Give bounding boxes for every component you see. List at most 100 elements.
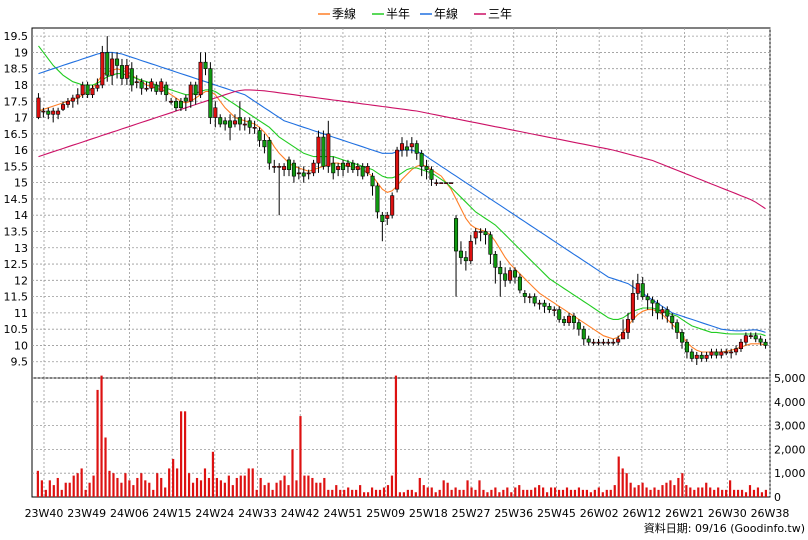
candle-body: [709, 351, 714, 356]
candle-body: [409, 143, 414, 148]
candle-body: [680, 332, 685, 343]
candlestick: [586, 335, 591, 346]
candlestick: [522, 290, 527, 304]
volume-bar: [60, 489, 63, 497]
x-tick-label: 24W33: [238, 507, 277, 520]
candle-body: [336, 166, 341, 170]
volume-bar: [502, 489, 505, 497]
candlestick: [134, 75, 139, 89]
candle-body: [763, 341, 768, 346]
candlestick: [336, 163, 341, 177]
volume-bar: [693, 489, 696, 497]
volume-bar: [669, 480, 672, 497]
volume-bar: [454, 487, 457, 497]
candlestick: [149, 78, 154, 92]
price-tick-label: 16: [14, 144, 28, 157]
volume-bar: [474, 489, 477, 497]
volume-bar: [657, 489, 660, 497]
volume-bar: [255, 489, 258, 497]
candlestick: [719, 348, 724, 359]
volume-bar: [215, 477, 219, 497]
candlestick: [478, 228, 483, 242]
volume-bar: [108, 470, 111, 497]
candle-body: [360, 166, 365, 177]
x-tick-label: 25W36: [494, 507, 533, 520]
x-tick-label: 25W09: [366, 507, 405, 520]
volume-bar: [665, 482, 668, 497]
candlestick: [124, 58, 129, 85]
candlestick: [414, 140, 419, 160]
volume-bar: [211, 451, 215, 497]
volume-bar: [40, 480, 43, 497]
volume-bar: [701, 487, 704, 497]
candle-body: [473, 231, 478, 239]
price-tick-label: 14.5: [4, 193, 29, 206]
price-tick-label: 15: [14, 177, 28, 190]
candle-body: [95, 84, 100, 89]
candle-body: [498, 267, 503, 275]
candlestick: [355, 163, 360, 177]
x-tick-label: 23W49: [67, 507, 106, 520]
candle-body: [743, 335, 748, 343]
candlestick: [429, 166, 434, 186]
x-tick-label: 26W21: [665, 507, 704, 520]
volume-bar: [199, 480, 203, 497]
x-tick-label: 25W18: [409, 507, 448, 520]
candlestick: [650, 296, 655, 317]
candlestick: [454, 215, 459, 297]
candlestick: [399, 137, 405, 157]
candle-body: [719, 351, 724, 356]
volume-bar: [315, 482, 318, 497]
candle-body: [660, 309, 665, 314]
candle-body: [365, 166, 370, 174]
volume-bar: [120, 482, 123, 497]
candle-body: [237, 117, 242, 125]
candlestick: [699, 351, 704, 362]
candle-body: [56, 110, 61, 115]
candlestick: [665, 306, 670, 323]
chart-legend: 季線 半年 年線 三年: [318, 6, 512, 21]
candle-body: [454, 218, 459, 252]
candle-body: [61, 104, 66, 110]
candle-body: [262, 140, 267, 148]
volume-bar: [295, 480, 298, 497]
volume-bar: [538, 485, 541, 497]
candlestick: [56, 107, 61, 120]
candlestick: [232, 114, 237, 128]
volume-tick-label: 1,000: [774, 467, 806, 480]
candlestick: [463, 251, 468, 271]
candlestick: [228, 114, 233, 141]
candlestick: [173, 98, 179, 112]
candle-body: [616, 338, 621, 343]
volume-bar: [366, 492, 370, 497]
volume-bar: [48, 480, 51, 497]
volume-bar: [510, 492, 513, 497]
volume-bar: [629, 482, 632, 497]
volume-bar: [259, 477, 262, 497]
volume-bar: [725, 489, 728, 497]
candle-body: [611, 341, 616, 344]
volume-bar: [605, 489, 608, 497]
x-tick-label: 25W27: [452, 507, 491, 520]
volume-bar: [414, 492, 417, 497]
volume-bar: [64, 482, 67, 497]
candle-body: [675, 322, 680, 333]
candle-body: [753, 335, 758, 340]
footer-note: 資料日期: 09/16 (Goodinfo.tw): [644, 521, 805, 535]
candlestick: [169, 98, 174, 105]
candle-body: [90, 87, 95, 96]
candlestick: [498, 260, 503, 297]
volume-bar: [235, 477, 238, 497]
volume-bar: [275, 482, 278, 497]
candle-body: [242, 123, 247, 126]
volume-bar: [319, 482, 322, 497]
volume-bar: [760, 492, 764, 497]
volume-bar: [673, 485, 676, 497]
price-tick-label: 9.5: [11, 356, 29, 369]
volume-bar: [100, 375, 103, 497]
candle-body: [316, 136, 321, 164]
volume-bar: [705, 482, 708, 497]
volume-tick-label: 2,000: [774, 443, 806, 456]
candle-body: [188, 84, 193, 102]
candle-body: [552, 309, 557, 311]
